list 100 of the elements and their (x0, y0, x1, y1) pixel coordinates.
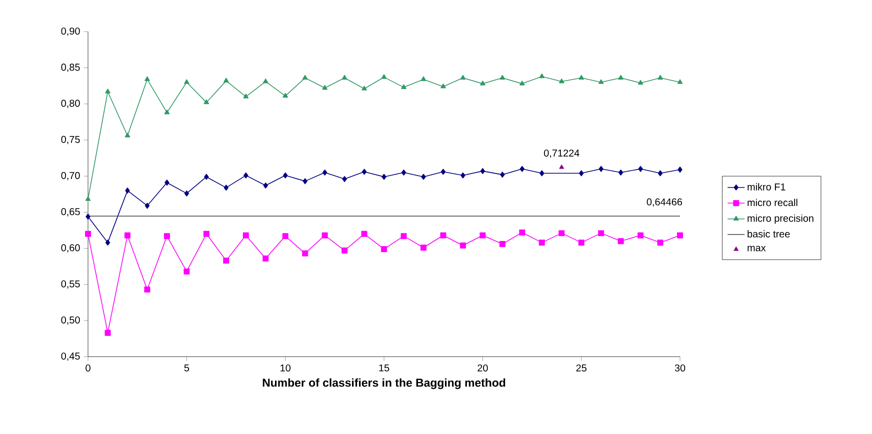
y-tick-label: 0,70 (61, 172, 80, 180)
point (480, 80, 486, 86)
point (361, 230, 368, 237)
point (144, 76, 150, 82)
point (164, 233, 170, 240)
x-tick-label: 10 (280, 364, 290, 372)
y-tick-label: 0,45 (61, 352, 80, 361)
point (480, 168, 486, 174)
point (578, 74, 584, 80)
point (579, 170, 584, 176)
x-tick-label: 25 (576, 364, 586, 372)
point (499, 241, 506, 248)
point (638, 232, 644, 238)
point (223, 258, 230, 264)
point (420, 76, 426, 82)
point (105, 88, 110, 94)
point (85, 230, 91, 237)
point (598, 230, 604, 236)
point (282, 92, 288, 98)
point (598, 166, 604, 172)
point (322, 85, 328, 90)
point (262, 78, 268, 84)
point (420, 244, 426, 251)
point (342, 74, 348, 80)
point (203, 230, 210, 237)
point (125, 188, 130, 194)
legend-label: micro recall (748, 198, 798, 206)
point (538, 240, 545, 246)
point (302, 250, 308, 256)
point (638, 166, 643, 172)
point (283, 172, 288, 178)
point (598, 79, 604, 84)
point (86, 214, 90, 220)
point (342, 248, 348, 254)
point (520, 166, 524, 172)
point (184, 190, 190, 196)
point (401, 170, 406, 176)
point (382, 174, 386, 180)
point (578, 240, 584, 246)
point (658, 74, 663, 80)
point (164, 110, 170, 114)
point (144, 286, 150, 293)
point (657, 240, 664, 246)
point (520, 80, 525, 86)
point (104, 330, 111, 336)
point (322, 232, 328, 238)
y-tick-label: 0,85 (61, 64, 80, 72)
x-tick-label: 0 (86, 364, 90, 372)
x-tick-label: 20 (478, 364, 488, 372)
y-tick-label: 0,50 (61, 316, 80, 325)
data-label: 0,64466 (646, 198, 682, 207)
point (204, 174, 209, 180)
y-tick-label: 0,55 (61, 280, 80, 289)
point (242, 232, 249, 238)
point (164, 180, 170, 186)
point (204, 99, 210, 104)
point (539, 73, 545, 78)
point (362, 168, 367, 175)
point (224, 184, 228, 191)
point (85, 196, 91, 201)
y-tick-label: 0,60 (61, 244, 80, 252)
point (124, 232, 130, 238)
point (302, 178, 308, 184)
point (618, 238, 624, 244)
legend-label: max (748, 246, 766, 252)
point (638, 80, 644, 85)
point (243, 94, 249, 98)
point (381, 246, 387, 252)
point (440, 84, 446, 88)
point (262, 255, 269, 262)
point (124, 132, 130, 138)
point (558, 78, 564, 84)
point (381, 74, 387, 79)
point (500, 74, 506, 80)
point (500, 172, 505, 178)
y-tick-label: 0,80 (61, 100, 80, 108)
point (421, 174, 426, 180)
point (618, 74, 624, 80)
point (184, 79, 190, 84)
point (362, 86, 367, 90)
legend-label: basic tree (748, 230, 790, 238)
point (322, 170, 328, 176)
point (559, 164, 564, 169)
point (480, 232, 486, 238)
point (342, 176, 347, 182)
point (440, 232, 446, 238)
data-label: 0,71224 (544, 150, 580, 158)
point (677, 232, 683, 238)
point (658, 170, 663, 176)
x-tick-label: 30 (674, 364, 686, 372)
point (540, 170, 544, 176)
point (460, 242, 466, 248)
point (302, 74, 308, 80)
point (224, 78, 229, 82)
point (400, 233, 407, 240)
point (678, 166, 682, 173)
point (105, 240, 110, 246)
point (282, 233, 288, 240)
point (519, 229, 526, 236)
point (244, 172, 248, 178)
